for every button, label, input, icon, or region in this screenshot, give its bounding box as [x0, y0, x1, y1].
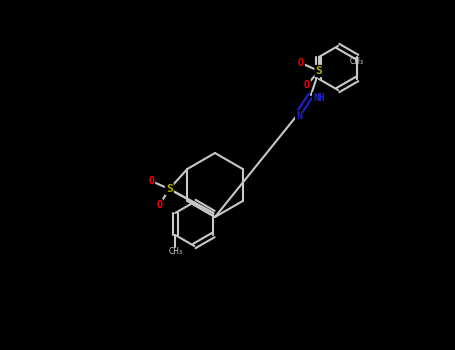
- Text: O: O: [148, 176, 154, 186]
- Text: O: O: [157, 200, 162, 210]
- Text: NH: NH: [313, 93, 325, 103]
- Text: CH₃: CH₃: [168, 247, 182, 257]
- Text: S: S: [316, 66, 322, 76]
- Text: S: S: [166, 184, 172, 194]
- Text: N: N: [296, 111, 302, 121]
- Text: O: O: [298, 58, 304, 68]
- Text: O: O: [304, 80, 310, 90]
- Text: CH₃: CH₃: [350, 57, 364, 66]
